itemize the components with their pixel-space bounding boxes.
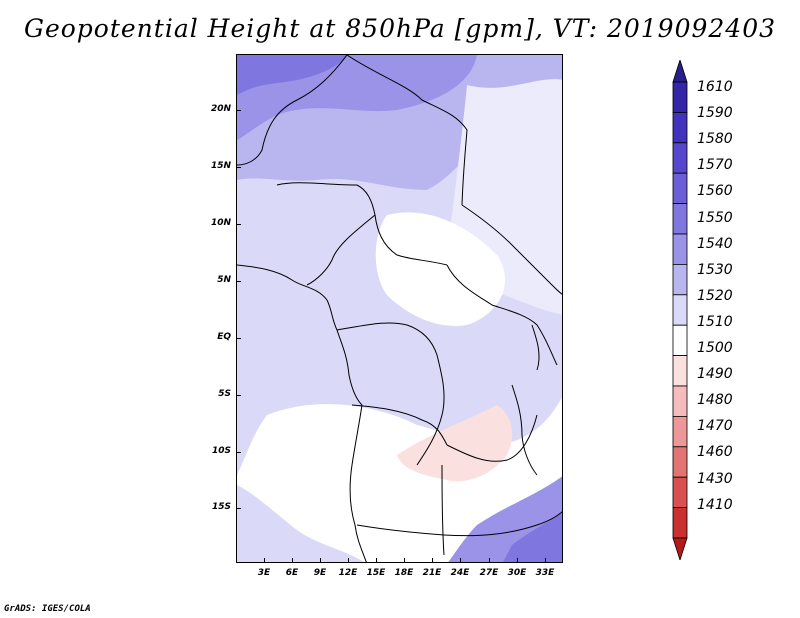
border-north-2: [346, 55, 468, 206]
lat-tick: [236, 338, 241, 339]
lon-label: 21E: [422, 568, 442, 578]
lon-label: 15E: [366, 568, 386, 578]
border-central-4: [336, 322, 445, 466]
colorbar-level-label: 1530: [697, 261, 733, 278]
border-north-1: [237, 55, 348, 166]
lon-tick: [545, 558, 546, 563]
lat-tick: [236, 508, 241, 509]
shading-south-1500: [397, 405, 513, 482]
border-central-1: [276, 182, 448, 266]
border-south-3: [441, 464, 445, 556]
colorbar-segment: [672, 476, 688, 509]
lat-label: 5N: [217, 275, 231, 285]
colorbar-level-label: 1510: [697, 313, 733, 330]
lon-label: 30E: [507, 568, 527, 578]
lon-tick: [376, 558, 377, 563]
lat-tick: [236, 281, 241, 282]
lon-label: 18E: [394, 568, 414, 578]
lat-tick: [236, 452, 241, 453]
colorbar-segment: [672, 172, 688, 204]
colorbar-level-label: 1430: [697, 470, 733, 487]
lat-tick: [236, 167, 241, 168]
colorbar-level-label: 1480: [697, 392, 733, 409]
lat-label: 10S: [211, 446, 231, 456]
lat-label: 20N: [210, 104, 231, 114]
colorbar: [672, 60, 688, 560]
colorbar-segment: [672, 112, 688, 144]
colorbar-segment: [672, 263, 688, 296]
map-graphic: [237, 55, 562, 562]
colorbar-segment: [672, 355, 688, 387]
lon-tick: [460, 558, 461, 563]
colorbar-level-label: 1590: [697, 105, 733, 122]
colorbar-level-label: 1550: [697, 209, 733, 226]
border-central-2: [306, 214, 376, 286]
border-south-4: [356, 511, 562, 537]
colorbar-segment: [672, 446, 688, 478]
lat-label: 10N: [210, 218, 231, 228]
colorbar-segment: [672, 142, 688, 174]
credit-text: GrADS: IGES/COLA: [4, 604, 91, 614]
border-central-3: [446, 264, 558, 366]
colorbar-level-label: 1490: [697, 366, 733, 383]
colorbar-segment: [672, 324, 688, 357]
lake-tanganyika: [511, 384, 538, 476]
colorbar-level-label: 1580: [697, 131, 733, 148]
shading-central-1510: [375, 212, 506, 326]
lake-victoria-edge: [531, 324, 540, 371]
lat-tick: [236, 395, 241, 396]
borders: [237, 55, 562, 562]
lon-tick: [489, 558, 490, 563]
lon-tick: [264, 558, 265, 563]
lon-label: 3E: [257, 568, 271, 578]
colorbar-segment: [672, 233, 688, 265]
lon-tick: [432, 558, 433, 563]
lon-tick: [320, 558, 321, 563]
lat-tick: [236, 110, 241, 111]
border-east-1: [461, 204, 562, 295]
shading-southeast-1550: [503, 511, 562, 562]
lat-label: 15N: [210, 161, 231, 171]
colorbar-level-label: 1610: [697, 79, 733, 95]
lon-label: 33E: [535, 568, 555, 578]
colorbar-level-label: 1560: [697, 183, 733, 200]
colorbar-segment: [672, 415, 688, 448]
colorbar-bottom-arrow: [672, 537, 688, 560]
lat-tick: [236, 224, 241, 225]
colorbar-segment: [672, 203, 688, 235]
coastline-west: [237, 264, 363, 406]
colorbar-level-label: 1460: [697, 444, 733, 461]
colorbar-level-label: 1540: [697, 235, 733, 252]
lat-label: 5S: [218, 389, 231, 399]
colorbar-level-label: 1410: [697, 496, 733, 513]
lon-label: 12E: [338, 568, 358, 578]
chart-title: Geopotential Height at 850hPa [gpm], VT:…: [23, 14, 777, 43]
colorbar-level-label: 1470: [697, 418, 733, 435]
coastline-southwest: [349, 404, 367, 562]
shading-southwest-1520: [237, 485, 364, 562]
border-south-2: [446, 414, 538, 462]
lon-tick: [348, 558, 349, 563]
colorbar-level-label: 1520: [697, 287, 733, 304]
lat-label: 15S: [211, 502, 231, 512]
lon-label: 27E: [479, 568, 499, 578]
lon-tick: [404, 558, 405, 563]
border-south-1: [351, 404, 448, 446]
colorbar-segment: [672, 81, 688, 113]
lon-label: 24E: [450, 568, 470, 578]
lon-tick: [517, 558, 518, 563]
shading-north-1550: [237, 55, 347, 95]
lon-tick: [292, 558, 293, 563]
colorbar-segment: [672, 507, 688, 539]
lon-label: 6E: [285, 568, 299, 578]
colorbar-segment: [672, 294, 688, 326]
lon-label: 9E: [313, 568, 327, 578]
colorbar-top-arrow: [672, 60, 688, 83]
colorbar-segment: [672, 385, 688, 417]
colorbar-level-label: 1570: [697, 157, 733, 174]
shading-south-1510: [237, 398, 562, 562]
colorbar-level-label: 1500: [697, 340, 733, 356]
map-panel: [236, 54, 563, 563]
lat-label: EQ: [217, 332, 231, 342]
